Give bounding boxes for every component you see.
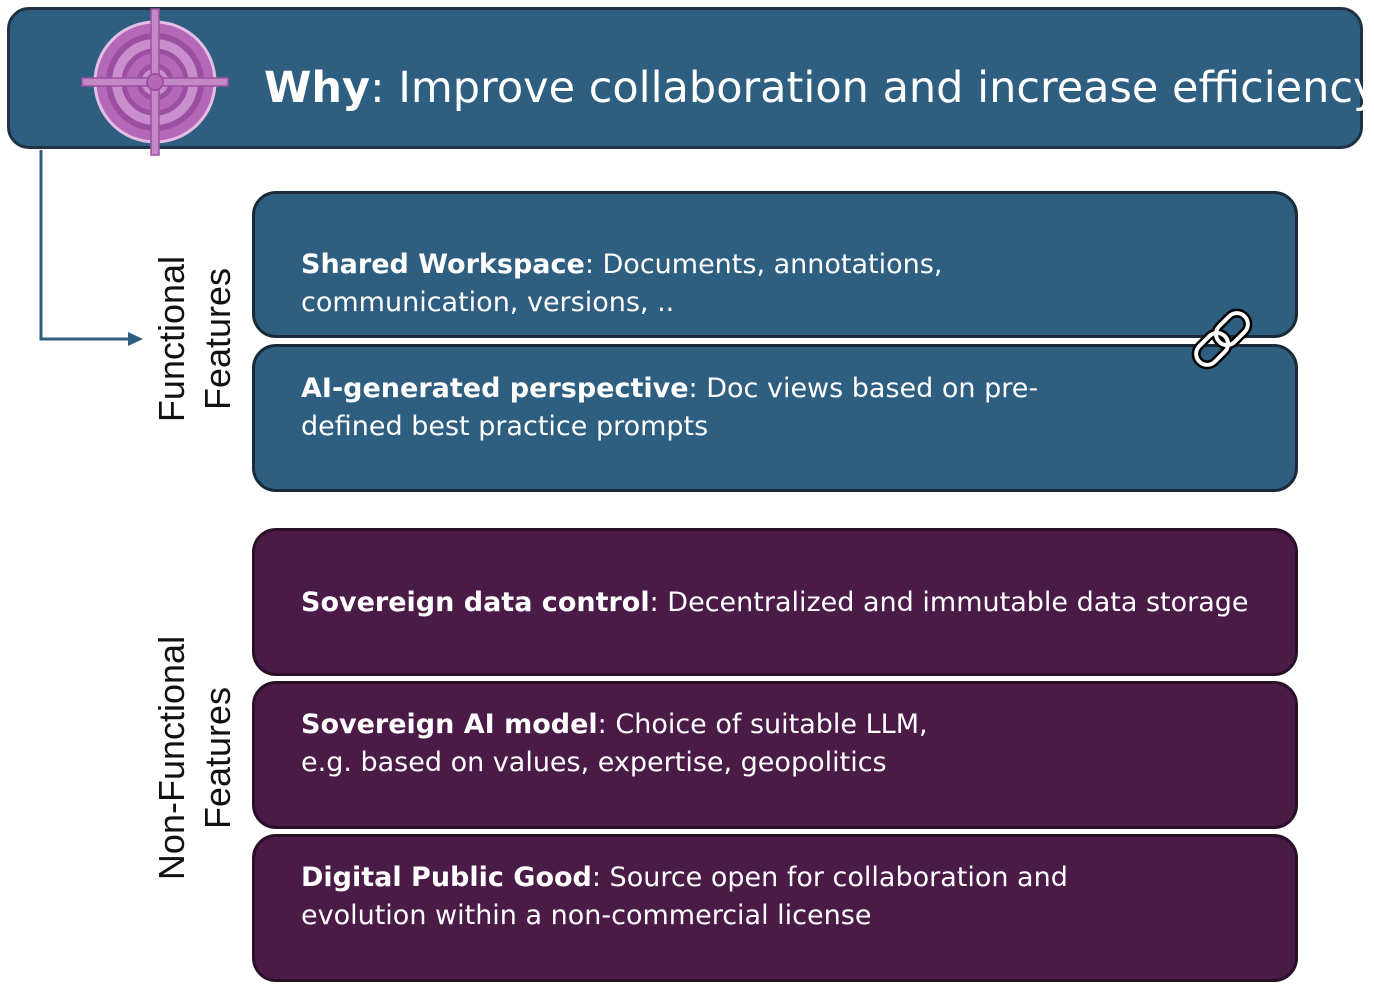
non-functional-features-label: Non-Functional Features bbox=[151, 635, 238, 881]
feature-text: Shared Workspace: Documents, annotations… bbox=[301, 249, 943, 318]
functional-features-label: Functional Features bbox=[151, 255, 238, 423]
feature-text: AI-generated perspective: Doc views base… bbox=[301, 373, 1039, 442]
link-icon bbox=[1191, 308, 1253, 370]
target-icon bbox=[81, 8, 229, 156]
why-banner: Why: Improve collaboration and increase … bbox=[7, 7, 1374, 149]
feature-text: Digital Public Good: Source open for col… bbox=[301, 862, 1068, 931]
feature-text: Sovereign AI model: Choice of suitable L… bbox=[301, 709, 928, 778]
feature-text: Sovereign data control: Decentralized an… bbox=[301, 587, 1249, 618]
feature-box-ai-perspective: AI-generated perspective: Doc views base… bbox=[252, 344, 1298, 492]
arrow-right-icon bbox=[128, 332, 143, 346]
feature-box-digital-public-good: Digital Public Good: Source open for col… bbox=[252, 834, 1298, 982]
feature-box-shared-workspace: Shared Workspace: Documents, annotations… bbox=[252, 191, 1298, 338]
banner-title: Why: Improve collaboration and increase … bbox=[264, 63, 1374, 113]
feature-box-sovereign-ai: Sovereign AI model: Choice of suitable L… bbox=[252, 681, 1298, 829]
feature-box-sovereign-data: Sovereign data control: Decentralized an… bbox=[252, 528, 1298, 676]
